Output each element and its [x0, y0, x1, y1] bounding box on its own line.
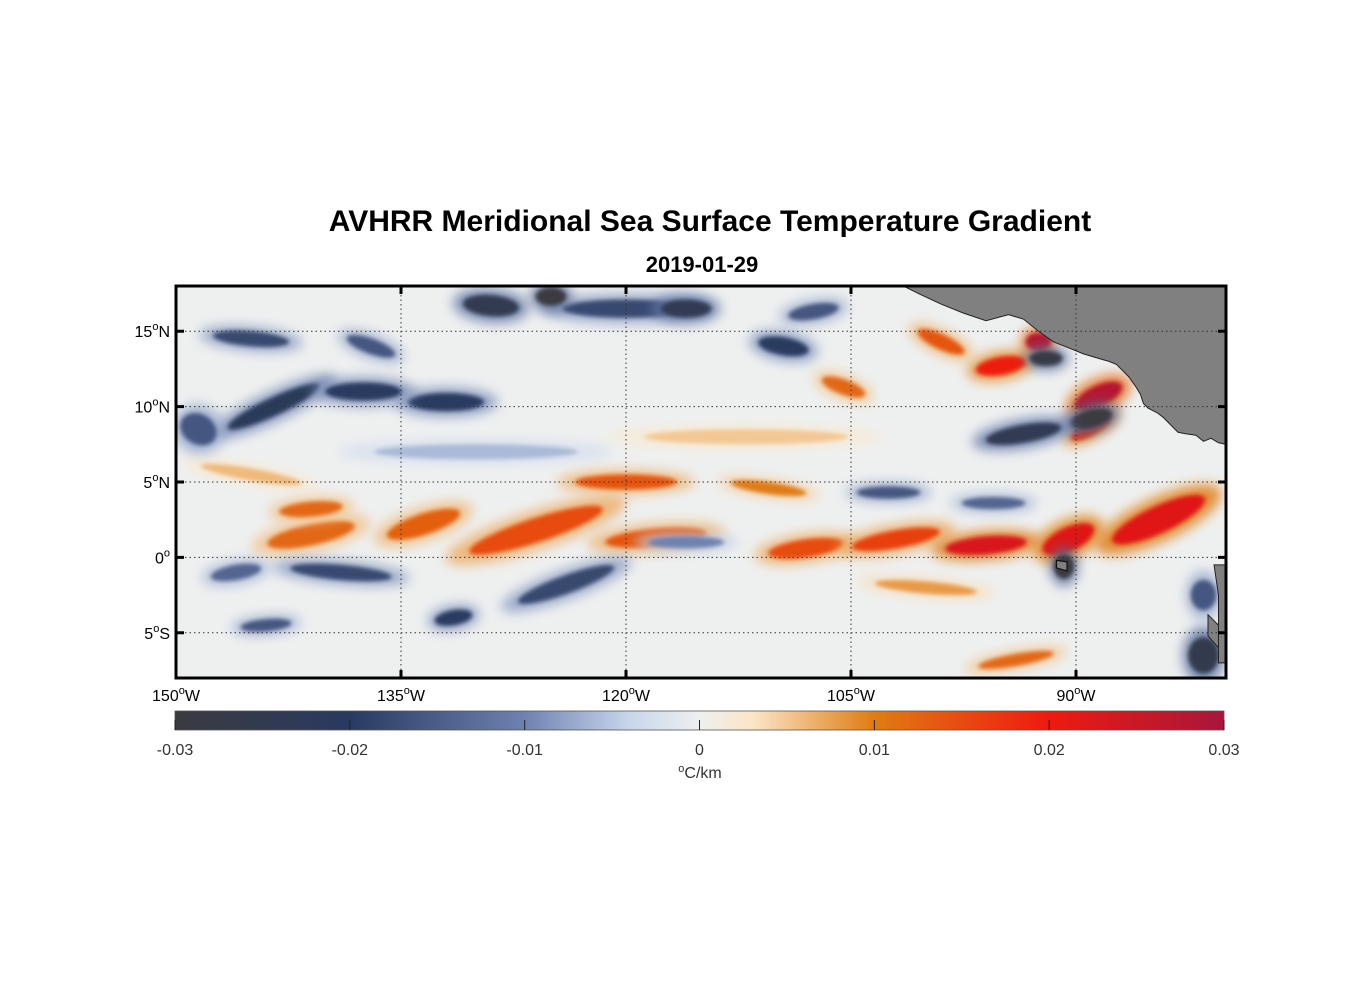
colorbar-ticks: -0.03 -0.02 -0.01 0 0.01 0.02 0.03 — [157, 720, 1240, 759]
map-title: AVHRR Meridional Sea Surface Temperature… — [328, 205, 1092, 238]
land-layer — [903, 286, 1226, 664]
gradient-feature — [530, 286, 572, 312]
gradient-features — [176, 286, 1225, 678]
map-subtitle: 2019-01-29 — [645, 252, 759, 277]
gradient-feature — [272, 559, 410, 586]
gradient-feature — [210, 374, 337, 439]
colorbar-tick-label: 0.01 — [859, 742, 890, 759]
colorbar-tick-label: 0.02 — [1034, 742, 1065, 759]
gradient-feature — [608, 424, 884, 449]
gradient-feature — [909, 323, 973, 361]
frame-ticks — [174, 286, 1226, 678]
lat-tick-label: 15oN — [135, 321, 170, 341]
colorbar-tick-label: -0.01 — [506, 742, 543, 759]
gradient-feature — [1033, 515, 1104, 564]
lat-tick-label: 0o — [155, 547, 170, 567]
gradient-feature — [930, 530, 1042, 561]
gradient-feature — [651, 294, 721, 324]
gradient-feature — [717, 476, 820, 500]
colorbar-tick-label: -0.02 — [332, 742, 369, 759]
gradient-feature — [1186, 570, 1221, 620]
gradient-feature — [453, 288, 529, 323]
colorbar-tick-label: 0.03 — [1208, 742, 1239, 759]
gradient-feature — [176, 404, 224, 454]
land-polygon — [1213, 564, 1226, 664]
gradient-feature — [311, 377, 416, 407]
colorbar-tick-label: -0.03 — [157, 742, 194, 759]
gradient-feature — [268, 496, 354, 522]
gradient-feature — [445, 495, 627, 565]
gradient-feature — [754, 532, 858, 565]
galapagos-island — [1055, 559, 1068, 572]
gradient-feature — [950, 493, 1037, 513]
gradient-feature — [201, 559, 271, 586]
colorbar: -0.03 -0.02 -0.01 0 0.01 0.02 0.03 oC/km — [157, 710, 1240, 782]
gradient-feature — [374, 501, 473, 547]
gradient-feature — [857, 576, 995, 599]
gradient-feature — [966, 350, 1036, 382]
gradient-feature — [1023, 346, 1069, 371]
lon-tick-label: 105oW — [827, 685, 876, 705]
lon-tick-label: 90oW — [1056, 685, 1096, 705]
map-area[interactable] — [164, 282, 1230, 684]
gradient-feature — [845, 482, 932, 503]
latitude-labels: 15oN 10oN 5oN 0o 5oS — [135, 321, 170, 643]
lon-tick-label: 120oW — [602, 685, 651, 705]
gradient-feature — [1095, 484, 1222, 555]
gradient-feature — [836, 521, 956, 557]
colorbar-unit-label: oC/km — [678, 763, 721, 782]
gradient-feature — [972, 416, 1075, 451]
gradient-feature — [814, 371, 873, 403]
gradient-feature — [231, 615, 301, 636]
gradient-feature — [749, 330, 818, 362]
land-polygon — [903, 286, 1226, 445]
gradient-feature — [199, 325, 303, 352]
lat-tick-label: 5oN — [143, 472, 170, 492]
lon-tick-label: 135oW — [377, 685, 426, 705]
gradient-feature — [779, 298, 848, 325]
gradient-feature — [634, 532, 738, 552]
colorbar-tick-label: 0 — [695, 742, 704, 759]
longitude-labels: 150oW 135oW 120oW 105oW 90oW — [152, 685, 1096, 705]
gradient-feature — [1062, 402, 1120, 435]
gradient-feature — [427, 604, 480, 631]
gradient-feature — [251, 514, 371, 556]
gradient-feature — [500, 557, 632, 612]
lat-tick-label: 10oN — [135, 397, 170, 417]
gradient-feature — [965, 646, 1067, 673]
lat-tick-label: 5oS — [144, 623, 170, 643]
land-polygon — [1207, 613, 1219, 650]
gradient-feature — [338, 329, 404, 363]
lon-tick-label: 150oW — [152, 685, 201, 705]
gradient-feature — [338, 439, 614, 464]
